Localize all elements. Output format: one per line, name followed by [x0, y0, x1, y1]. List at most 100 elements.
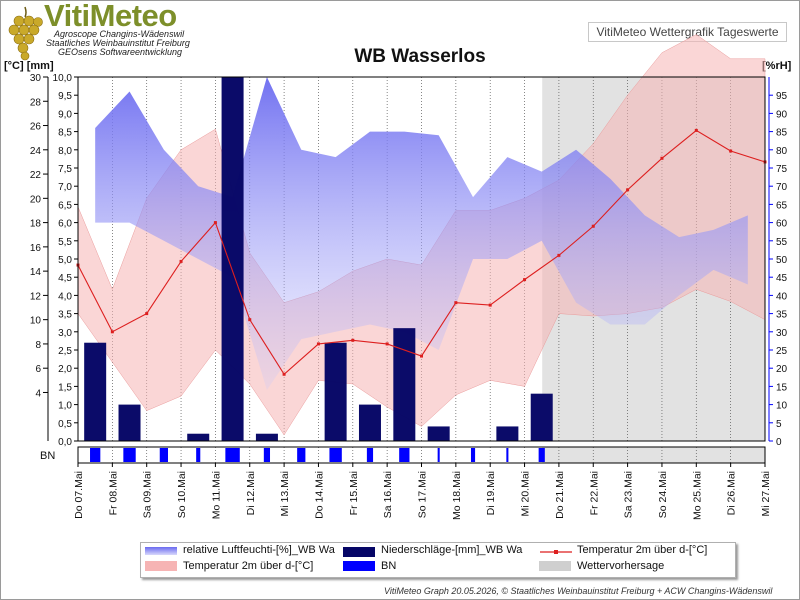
bn-bar	[225, 448, 240, 462]
rain-tick-label: 3,0	[58, 328, 72, 339]
bn-bar	[399, 448, 410, 462]
humidity-tick-label: 30	[776, 328, 788, 339]
x-date-label: Mi 20.Mai	[520, 471, 532, 517]
legend-swatch-bn	[343, 561, 375, 571]
x-date-label: Do 21.Mai	[554, 471, 566, 519]
x-date-label: So 24.Mai	[657, 471, 669, 518]
bn-bar	[196, 448, 201, 462]
humidity-tick-label: 85	[776, 128, 788, 139]
humidity-tick-label: 80	[776, 146, 788, 157]
humidity-tick-label: 40	[776, 291, 788, 302]
bn-label: BN	[40, 450, 55, 462]
x-date-label: Fr 08.Mai	[107, 471, 119, 515]
rain-bar	[221, 77, 244, 441]
chart-legend: relative Luftfeuchti-[%]_WB Wa Temperatu…	[140, 542, 736, 578]
rain-tick-label: 7,0	[58, 182, 72, 193]
logo-line-2: Staatliches Weinbauinstitut Freiburg	[46, 38, 190, 48]
rain-tick-label: 9,0	[58, 109, 72, 120]
bn-bar	[470, 448, 476, 462]
temp-tick-label: 12	[30, 291, 42, 302]
temp-point	[385, 342, 389, 346]
humidity-tick-label: 55	[776, 237, 788, 248]
humidity-tick-label: 25	[776, 346, 788, 357]
x-date-label: Do 14.Mai	[313, 471, 325, 519]
x-date-label: Do 07.Mai	[73, 471, 85, 519]
rain-tick-label: 1,0	[58, 401, 72, 412]
humidity-tick-label: 90	[776, 109, 788, 120]
rain-tick-label: 3,5	[58, 310, 72, 321]
legend-swatch-temp-line	[540, 550, 572, 554]
temp-tick-label: 22	[30, 170, 42, 181]
temp-point	[557, 253, 561, 257]
bn-bar	[159, 448, 168, 462]
rain-tick-label: 9,5	[58, 91, 72, 102]
rain-bar	[393, 328, 416, 441]
rain-tick-label: 6,5	[58, 200, 72, 211]
temp-point	[316, 342, 320, 346]
legend-label-temp-band: Temperatur 2m über d-[°C]	[183, 560, 314, 572]
legend-swatch-rain	[343, 547, 375, 557]
rain-tick-label: 4,5	[58, 273, 72, 284]
x-date-label: So 10.Mai	[176, 471, 188, 518]
x-date-label: Sa 16.Mai	[382, 471, 394, 518]
x-date-label: Sa 23.Mai	[623, 471, 635, 518]
humidity-tick-label: 10	[776, 401, 788, 412]
rain-tick-label: 8,5	[58, 128, 72, 139]
rain-bar	[427, 426, 450, 441]
temp-point	[248, 318, 252, 322]
temp-point	[729, 149, 733, 153]
bn-bar	[90, 448, 101, 462]
temp-point	[179, 259, 183, 263]
legend-label-bn: BN	[381, 560, 397, 572]
bn-bar	[329, 448, 342, 462]
bn-bar	[506, 448, 509, 462]
x-date-label: Di 19.Mai	[485, 471, 497, 515]
legend-swatch-forecast	[539, 561, 571, 571]
legend-swatch-humidity	[145, 547, 177, 555]
temp-point	[694, 128, 698, 132]
temp-tick-label: 10	[30, 316, 42, 327]
legend-label-rain: Niederschläge-[mm]_WB Wa	[381, 544, 523, 556]
rain-bar	[187, 433, 210, 441]
legend-label-temp-line: Temperatur 2m über d-[°C]	[577, 544, 708, 556]
rain-tick-label: 8,0	[58, 146, 72, 157]
rain-tick-label: 5,5	[58, 237, 72, 248]
logo-wordmark: VitiMeteo	[44, 0, 177, 33]
rain-tick-label: 5,0	[58, 255, 72, 266]
bn-bar	[263, 448, 271, 462]
left-axis-unit: [°C] [mm]	[4, 60, 54, 72]
temp-tick-label: 30	[30, 73, 42, 84]
temp-point	[591, 224, 595, 228]
temp-point	[145, 312, 149, 316]
humidity-area	[95, 77, 748, 391]
rain-tick-label: 6,0	[58, 219, 72, 230]
rain-bar	[324, 342, 347, 441]
humidity-tick-label: 0	[776, 437, 782, 448]
rain-tick-label: 4,0	[58, 291, 72, 302]
legend-label-forecast: Wettervorhersage	[577, 560, 665, 572]
x-date-label: So 17.Mai	[417, 471, 429, 518]
temp-tick-label: 8	[35, 340, 41, 351]
rain-bar	[530, 393, 553, 441]
temp-point	[420, 354, 423, 358]
rain-tick-label: 2,0	[58, 364, 72, 375]
humidity-tick-label: 60	[776, 219, 788, 230]
temp-tick-label: 26	[30, 122, 42, 133]
temp-point	[454, 301, 458, 305]
temp-tick-label: 16	[30, 243, 42, 254]
x-date-label: Mi 13.Mai	[279, 471, 291, 517]
rain-bar	[84, 342, 107, 441]
rain-bar	[358, 404, 381, 441]
temp-tick-label: 6	[35, 364, 41, 375]
logo-line-1: Agroscope Changins-Wädenswil	[54, 29, 185, 39]
x-date-label: Mo 18.Mai	[451, 471, 463, 520]
chart-title: WB Wasserlos	[354, 46, 486, 67]
grape-logo-icon	[8, 6, 43, 61]
temp-tick-label: 20	[30, 194, 42, 205]
temp-point	[110, 330, 114, 334]
temp-point	[282, 372, 286, 376]
legend-swatch-temp-band	[145, 561, 177, 571]
bn-bar	[297, 448, 306, 462]
x-date-label: Di 12.Mai	[245, 471, 257, 515]
